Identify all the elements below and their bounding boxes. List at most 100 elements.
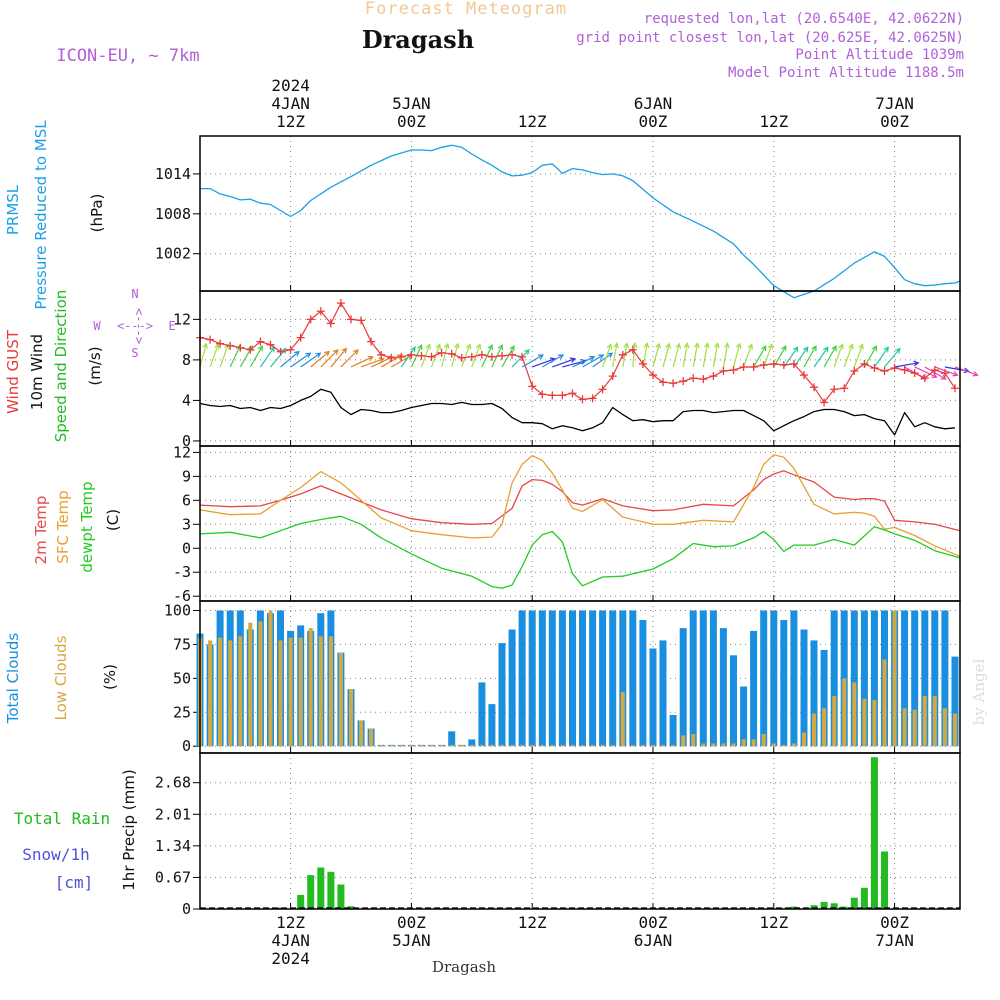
low-cloud-bar: [922, 696, 927, 747]
low-cloud-bar: [359, 720, 364, 747]
wind-arrow-head: [683, 342, 690, 349]
low-cloud-bar: [651, 744, 655, 747]
gust-marker: [346, 315, 355, 324]
total-cloud-bar: [669, 715, 677, 747]
gust-marker: [709, 372, 718, 381]
low-cloud-bar: [802, 732, 806, 747]
rain-bar: [810, 905, 818, 909]
wind-arrow: [259, 346, 275, 368]
low-cloud-bar: [580, 744, 585, 747]
time-label-bottom: 2024: [271, 949, 310, 968]
total-cloud-bar: [709, 610, 717, 747]
y-tick-label: 8: [182, 351, 191, 369]
wind-arrow-head: [443, 342, 450, 349]
low-cloud-bar: [610, 744, 615, 747]
model-label: ICON-EU, ~ 7km: [56, 46, 199, 66]
panel-clouds: 0 25 50 75 100 Total Clouds Low Clouds (%): [4, 600, 961, 755]
gust-marker: [840, 384, 849, 393]
total-cloud-bar: [730, 655, 737, 747]
wind-arrow: [934, 366, 958, 376]
gust-marker: [860, 359, 869, 368]
compass-w: W: [93, 319, 101, 333]
low-cloud-bar: [882, 659, 887, 747]
total-cloud-bar: [679, 628, 687, 747]
gust-marker: [930, 366, 939, 375]
total-cloud-bar: [448, 731, 456, 747]
wind-arrow: [732, 343, 741, 368]
gust-marker: [648, 371, 657, 380]
wind-arrow-head: [963, 367, 970, 374]
pressure-label-1: PRMSL: [4, 184, 22, 235]
wind-arrow-head: [257, 345, 263, 352]
wind-arrow-head: [811, 345, 817, 352]
wind-arrow: [461, 344, 471, 368]
total-cloud-bar: [488, 704, 496, 747]
low-cloud-bar: [228, 640, 233, 747]
gust-marker: [306, 315, 315, 324]
low-cloud-bar: [550, 744, 555, 747]
wind-arrow: [199, 343, 207, 368]
wind-arrow-head: [410, 346, 416, 353]
low-cloud-bar: [600, 744, 605, 747]
low-cloud-bar: [832, 696, 837, 747]
low-cloud-bar: [731, 743, 736, 747]
wind-arrow-head: [607, 352, 614, 358]
gust-marker: [810, 383, 819, 392]
low-cloud-bar: [630, 744, 635, 747]
low-cloud-bar: [238, 636, 243, 747]
y-tick-label: 6: [182, 491, 191, 509]
wind-arrow: [320, 349, 339, 368]
wind-arrow-head: [202, 342, 208, 349]
low-cloud-bar: [590, 744, 595, 747]
wind-arrow: [562, 360, 586, 368]
gust-marker: [880, 367, 889, 376]
wind-arrow-head: [453, 342, 460, 349]
y-tick-label: -6: [173, 587, 191, 605]
total-cloud-bar: [750, 630, 758, 747]
wind-arrow: [702, 343, 709, 368]
time-label-top: 2024: [271, 76, 310, 95]
gust-marker: [316, 307, 325, 316]
time-label-top: 00Z: [880, 112, 909, 131]
rain-bar: [307, 875, 315, 909]
rain-bar: [830, 903, 838, 909]
total-cloud-bar: [699, 610, 707, 747]
wind-arrow-head: [324, 350, 331, 357]
total-cloud-bar: [478, 682, 486, 747]
clouds-label-low: Low Clouds: [52, 635, 70, 720]
wind-arrow-head: [280, 347, 287, 354]
y-tick-label: 3: [182, 515, 191, 533]
total-cloud-bar: [579, 610, 586, 747]
wind-arrow-head: [713, 342, 720, 349]
wind-arrow-head: [665, 342, 671, 349]
time-label-bottom: 6JAN: [634, 931, 673, 950]
time-label-top: 00Z: [397, 112, 426, 131]
time-label-bottom: 7JAN: [875, 931, 914, 950]
gust-marker: [799, 371, 808, 380]
time-label-top: 6JAN: [634, 94, 673, 113]
wind-arrow-head: [589, 355, 596, 362]
gust-marker: [296, 333, 305, 342]
wind-label-10m: 10m Wind: [28, 334, 46, 410]
gust-marker: [336, 299, 345, 308]
gust-marker: [497, 351, 506, 360]
wind-arrow: [803, 345, 817, 368]
gust-marker: [578, 395, 587, 404]
clouds-label-total: Total Clouds: [4, 633, 22, 725]
gust-marker: [588, 394, 597, 403]
low-cloud-bar: [419, 744, 424, 747]
wind-arrow: [360, 358, 384, 368]
time-label-bottom: 12Z: [518, 913, 547, 932]
wind-arrow: [219, 344, 229, 368]
y-tick-label: -3: [173, 563, 191, 581]
wind-arrow-head: [724, 342, 730, 349]
wind-arrow-head: [931, 372, 938, 378]
low-cloud-bar: [570, 744, 575, 747]
total-cloud-bar: [659, 640, 667, 747]
y-tick-label: 50: [173, 669, 191, 687]
low-cloud-bar: [741, 739, 746, 747]
y-tick-label: 0: [182, 900, 191, 918]
total-cloud-bar: [840, 610, 848, 747]
precip-legend-rain: Total Rain: [14, 809, 110, 828]
